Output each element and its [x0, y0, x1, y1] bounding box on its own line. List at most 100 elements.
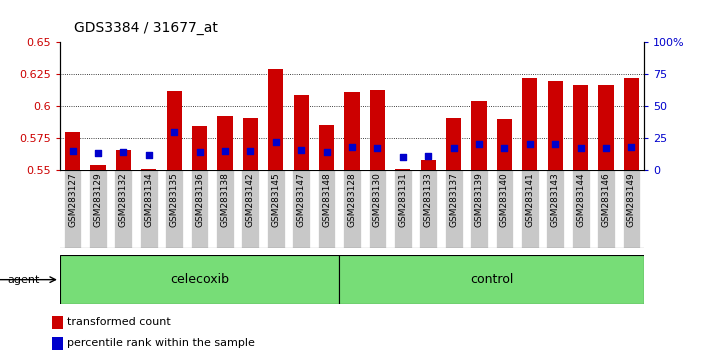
Bar — [294, 95, 309, 170]
Point — [346, 144, 358, 150]
Text: GSM283133: GSM283133 — [424, 172, 433, 227]
Bar — [243, 118, 258, 170]
Text: GSM283146: GSM283146 — [601, 172, 610, 227]
Bar — [446, 118, 461, 170]
Bar — [339, 255, 644, 304]
Point — [118, 149, 129, 155]
Bar — [368, 170, 386, 248]
Text: GSM283147: GSM283147 — [296, 172, 306, 227]
Point — [626, 144, 637, 150]
Bar — [624, 78, 639, 170]
Point — [194, 149, 205, 155]
Bar — [497, 119, 512, 170]
Point — [524, 142, 536, 147]
Bar — [370, 90, 385, 170]
Point — [422, 153, 434, 159]
Bar — [90, 165, 106, 170]
Text: GSM283138: GSM283138 — [220, 172, 230, 227]
Bar — [318, 170, 336, 248]
Point — [372, 145, 383, 151]
Bar — [65, 132, 80, 170]
Bar — [167, 91, 182, 170]
Bar — [292, 170, 310, 248]
Bar — [89, 170, 107, 248]
Point — [397, 154, 408, 160]
Bar — [141, 169, 156, 170]
Bar — [191, 170, 208, 248]
Text: agent: agent — [7, 275, 39, 285]
Text: GSM283131: GSM283131 — [398, 172, 408, 227]
Bar — [218, 116, 232, 170]
Text: GSM283141: GSM283141 — [525, 172, 534, 227]
Bar — [548, 81, 563, 170]
Point — [321, 149, 332, 155]
Point — [499, 145, 510, 151]
Point — [550, 142, 561, 147]
Bar — [420, 170, 437, 248]
Text: GSM283148: GSM283148 — [322, 172, 331, 227]
Point — [270, 139, 282, 145]
Bar — [573, 85, 589, 170]
Text: percentile rank within the sample: percentile rank within the sample — [67, 338, 255, 348]
Bar — [597, 170, 615, 248]
Bar — [472, 101, 486, 170]
Bar — [115, 150, 131, 170]
Text: GSM283143: GSM283143 — [551, 172, 560, 227]
Bar — [344, 92, 360, 170]
Bar — [267, 170, 284, 248]
Text: celecoxib: celecoxib — [170, 273, 229, 286]
Text: GSM283149: GSM283149 — [627, 172, 636, 227]
Bar — [445, 170, 463, 248]
Bar — [470, 170, 488, 248]
Bar — [420, 160, 436, 170]
Bar — [216, 170, 234, 248]
Point — [143, 152, 154, 158]
Text: GSM283129: GSM283129 — [94, 172, 103, 227]
Text: transformed count: transformed count — [67, 317, 170, 327]
Bar — [572, 170, 589, 248]
Bar — [622, 170, 641, 248]
Bar — [268, 69, 284, 170]
Bar — [52, 337, 63, 350]
Bar — [165, 170, 183, 248]
Point — [92, 150, 103, 156]
Bar — [395, 169, 410, 170]
Bar — [343, 170, 361, 248]
Point — [575, 145, 586, 151]
Point — [67, 148, 78, 154]
Text: GSM283144: GSM283144 — [576, 172, 585, 227]
Bar — [192, 126, 207, 170]
Text: GDS3384 / 31677_at: GDS3384 / 31677_at — [74, 21, 218, 35]
Bar — [522, 78, 537, 170]
Bar — [598, 85, 614, 170]
Text: GSM283127: GSM283127 — [68, 172, 77, 227]
Text: GSM283128: GSM283128 — [348, 172, 356, 227]
Text: GSM283134: GSM283134 — [144, 172, 153, 227]
Point — [220, 148, 231, 154]
Bar — [394, 170, 412, 248]
Text: GSM283132: GSM283132 — [119, 172, 128, 227]
Text: GSM283136: GSM283136 — [195, 172, 204, 227]
Bar — [319, 125, 334, 170]
Bar — [521, 170, 539, 248]
Text: GSM283145: GSM283145 — [271, 172, 280, 227]
Text: GSM283137: GSM283137 — [449, 172, 458, 227]
Text: control: control — [470, 273, 513, 286]
Text: GSM283142: GSM283142 — [246, 172, 255, 227]
Bar — [496, 170, 513, 248]
Point — [296, 147, 307, 152]
Bar — [63, 170, 82, 248]
Point — [601, 145, 612, 151]
Point — [168, 129, 180, 135]
Point — [473, 142, 484, 147]
Bar — [241, 170, 259, 248]
Text: GSM283135: GSM283135 — [170, 172, 179, 227]
Bar — [546, 170, 564, 248]
Point — [245, 148, 256, 154]
Point — [448, 145, 459, 151]
Text: GSM283130: GSM283130 — [373, 172, 382, 227]
Bar — [52, 316, 63, 329]
Bar — [115, 170, 132, 248]
Bar — [140, 170, 158, 248]
Bar — [60, 255, 339, 304]
